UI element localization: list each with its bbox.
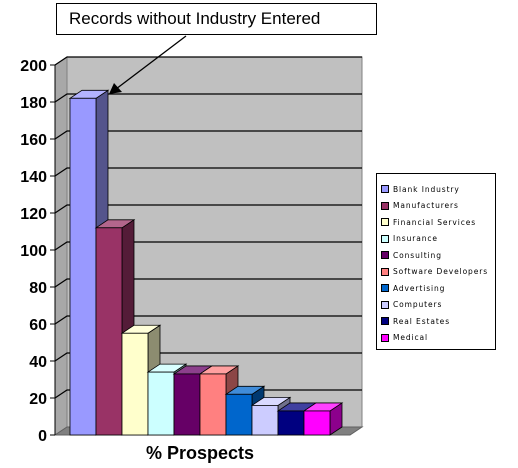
y-tick-label: 80 [29, 280, 47, 297]
legend-label: Consulting [393, 250, 442, 260]
legend-swatch [381, 300, 389, 309]
legend-item: Medical [377, 330, 495, 347]
legend-label: Real Estates [393, 316, 450, 326]
legend-swatch [381, 185, 389, 194]
legend-label: Advertising [393, 283, 446, 293]
y-tick-label: 160 [20, 132, 47, 149]
y-tick-label: 140 [20, 169, 47, 186]
gridline [54, 93, 362, 103]
legend-item: Insurance [377, 231, 495, 248]
bar [225, 393, 253, 436]
legend-swatch [381, 234, 389, 243]
y-tick-label: 180 [20, 95, 47, 112]
bar [199, 373, 227, 436]
legend-item: Advertising [377, 280, 495, 297]
x-axis-label: % Prospects [145, 443, 255, 463]
callout-arrow-line [115, 35, 187, 90]
legend-label: Manufacturers [393, 201, 459, 211]
bar [147, 371, 175, 436]
y-tick-label: 0 [38, 428, 47, 445]
gridline [54, 352, 362, 362]
bar [303, 410, 331, 436]
gridline [54, 167, 362, 177]
legend-item: Manufacturers [377, 198, 495, 215]
gridline [54, 56, 362, 66]
legend-swatch [381, 317, 389, 326]
legend-item: Blank Industry [377, 181, 495, 198]
legend-swatch [381, 218, 389, 227]
y-tick-label: 100 [20, 243, 47, 260]
legend-item: Financial Services [377, 214, 495, 231]
y-tick-label: 120 [20, 206, 47, 223]
legend-item: Consulting [377, 247, 495, 264]
bar [173, 373, 201, 436]
bar [277, 410, 305, 436]
legend-label: Medical [393, 333, 429, 343]
bar [95, 227, 123, 436]
gridline [54, 241, 362, 251]
callout-text: Records without Industry Entered [69, 9, 321, 28]
legend-label: Software Developers [393, 267, 489, 277]
legend-swatch [381, 333, 389, 342]
y-tick-label: 60 [29, 317, 47, 334]
legend-swatch [381, 267, 389, 276]
gridline [54, 204, 362, 214]
bar [121, 332, 149, 436]
bar [251, 404, 279, 436]
legend-item: Computers [377, 297, 495, 314]
callout-arrow-head [109, 83, 122, 94]
y-tick-label: 40 [29, 354, 47, 371]
legend-label: Insurance [393, 234, 438, 244]
gridline [54, 130, 362, 140]
legend-swatch [381, 201, 389, 210]
legend-swatch [381, 251, 389, 260]
y-tick-label: 20 [29, 391, 47, 408]
legend-item: Software Developers [377, 264, 495, 281]
gridline [54, 315, 362, 325]
legend-item: Real Estates [377, 313, 495, 330]
bar [69, 97, 97, 436]
y-tick-label: 200 [20, 58, 47, 75]
legend-label: Blank Industry [393, 184, 460, 194]
legend-label: Computers [393, 300, 443, 310]
legend-swatch [381, 284, 389, 293]
gridline [54, 278, 362, 288]
legend-label: Financial Services [393, 217, 477, 227]
chart-legend: Blank Industry Manufacturers Financial Ser… [376, 173, 496, 350]
callout-box: Records without Industry Entered [56, 3, 377, 35]
